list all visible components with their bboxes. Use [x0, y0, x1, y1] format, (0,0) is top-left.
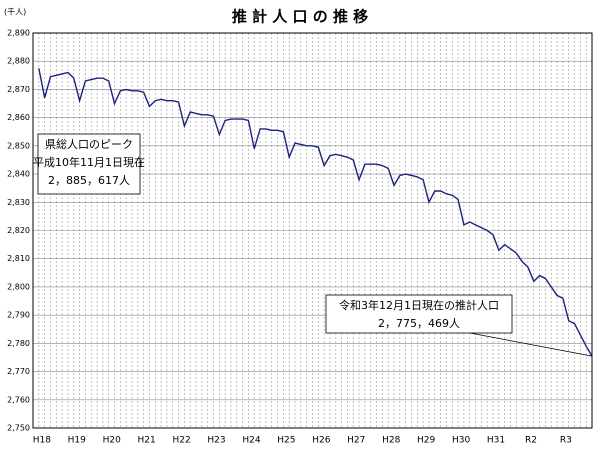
y-unit: (千人) — [4, 7, 26, 17]
y-tick-label: 2,820 — [7, 226, 30, 235]
x-tick-label: H28 — [382, 436, 400, 446]
annotation-text: 平成10年11月1日現在 — [33, 155, 145, 169]
y-tick-label: 2,800 — [7, 282, 30, 291]
x-tick-label: H20 — [103, 436, 121, 446]
x-tick-label: H30 — [452, 436, 470, 446]
y-tick-label: 2,790 — [7, 311, 30, 320]
chart-title: 推 計 人 口 の 推 移 — [232, 8, 368, 26]
y-tick-label: 2,780 — [7, 339, 30, 348]
leader-line — [469, 332, 593, 357]
x-tick-label: H23 — [207, 436, 225, 446]
annotation-text: 2，885，617人 — [48, 174, 130, 187]
y-tick-label: 2,840 — [7, 170, 30, 179]
x-tick-label: H18 — [33, 436, 51, 446]
y-tick-label: 2,880 — [7, 57, 30, 66]
x-tick-label: H31 — [487, 436, 505, 446]
y-tick-label: 2,860 — [7, 113, 30, 122]
x-tick-label: H26 — [312, 436, 330, 446]
x-tick-label: H22 — [172, 436, 190, 446]
plot-frame — [32, 32, 593, 429]
y-tick-label: 2,770 — [7, 367, 30, 376]
x-tick-label: R2 — [525, 436, 537, 446]
annotation-text: 2，775，469人 — [378, 317, 460, 330]
y-tick-label: 2,850 — [7, 141, 30, 150]
y-tick-label: 2,750 — [7, 424, 30, 433]
data-line — [38, 68, 593, 357]
annotation-box — [325, 294, 513, 334]
x-tick-label: R3 — [560, 436, 572, 446]
x-tick-label: H21 — [138, 436, 156, 446]
y-tick-label: 2,830 — [7, 198, 30, 207]
y-tick-label: 2,890 — [7, 29, 30, 38]
x-tick-label: H24 — [242, 436, 260, 446]
annotation-text: 令和3年12月1日現在の推計人口 — [339, 298, 499, 312]
x-tick-label: H19 — [68, 436, 86, 446]
annotation-box — [37, 133, 141, 195]
x-tick-label: H29 — [417, 436, 435, 446]
y-tick-label: 2,810 — [7, 254, 30, 263]
y-tick-label: 2,760 — [7, 395, 30, 404]
annotation-text: 県総人口のピーク — [45, 137, 133, 151]
x-tick-label: H27 — [347, 436, 365, 446]
x-tick-label: H25 — [277, 436, 295, 446]
y-tick-label: 2,870 — [7, 85, 30, 94]
